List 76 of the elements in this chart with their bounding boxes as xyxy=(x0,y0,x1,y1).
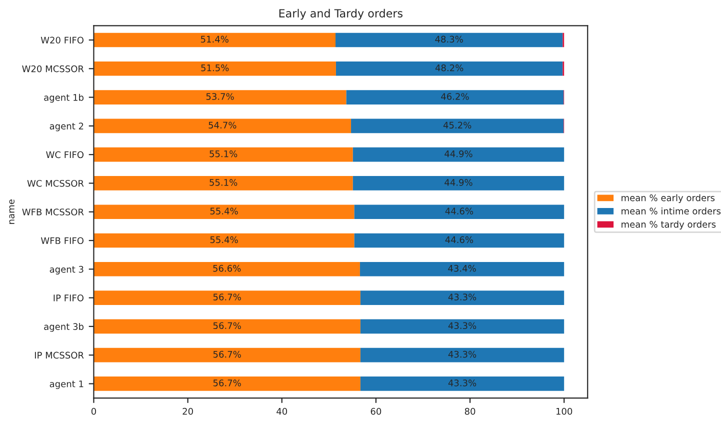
bar xyxy=(94,90,346,104)
data-label: 44.6% xyxy=(445,208,474,214)
data-label: 48.2% xyxy=(435,64,464,72)
data-label: 56.6% xyxy=(213,264,241,272)
bar xyxy=(360,376,564,391)
y-tick-label: agent 2 xyxy=(50,122,84,132)
y-tick-label: W20 MCSSOR xyxy=(22,65,84,72)
bar xyxy=(346,90,564,104)
data-label: 51.5% xyxy=(201,64,229,72)
bar xyxy=(94,61,336,76)
bar xyxy=(351,118,564,134)
legend-label: mean % early orders xyxy=(622,194,715,203)
data-label: 45.2% xyxy=(443,122,472,129)
x-tick-label: 20 xyxy=(182,408,193,415)
data-label: 44.6% xyxy=(445,236,474,244)
y-tick-label: agent 3 xyxy=(50,266,84,274)
bar xyxy=(360,290,564,305)
bar xyxy=(94,118,352,134)
data-label: 43.3% xyxy=(448,294,476,300)
bar xyxy=(94,176,353,190)
legend-label: mean % tardy orders xyxy=(622,220,716,230)
data-label: 51.4% xyxy=(200,36,228,43)
data-label: 53.7% xyxy=(206,93,234,100)
data-label: 55.4% xyxy=(210,236,238,244)
y-tick-label: agent 1 xyxy=(50,380,84,390)
data-label: 56.7% xyxy=(213,380,241,386)
bar xyxy=(94,376,360,391)
bar xyxy=(354,204,564,220)
bar xyxy=(352,176,564,190)
data-label: 43.4% xyxy=(448,264,476,272)
data-label: 43.3% xyxy=(448,322,476,330)
data-label: 44.9% xyxy=(444,150,472,158)
bar xyxy=(336,61,563,76)
bar xyxy=(94,233,354,248)
legend-label: mean % intime orders xyxy=(622,207,721,214)
bar xyxy=(360,348,564,362)
bar xyxy=(360,319,564,334)
y-tick-label: WFB FIFO xyxy=(40,237,84,244)
bar xyxy=(94,290,360,305)
bar xyxy=(352,147,564,162)
x-tick-label: 0 xyxy=(91,408,96,415)
y-tick-label: W20 FIFO xyxy=(40,36,84,44)
data-label: 43.3% xyxy=(448,380,476,386)
data-label: 56.7% xyxy=(213,322,241,330)
data-label: 44.9% xyxy=(444,179,472,186)
bar xyxy=(94,319,360,334)
bar xyxy=(94,204,354,220)
y-tick-label: IP MCSSOR xyxy=(34,352,84,359)
y-tick-label: agent 1b xyxy=(44,94,84,103)
x-tick-label: 40 xyxy=(276,408,288,415)
data-label: 56.7% xyxy=(213,294,241,300)
bar xyxy=(94,348,360,362)
data-label: 54.7% xyxy=(208,122,236,129)
y-tick-label: agent 3b xyxy=(44,323,84,332)
x-tick-label: 80 xyxy=(464,408,476,415)
y-tick-label: WC FIFO xyxy=(46,151,84,158)
data-label: 55.1% xyxy=(210,179,238,186)
y-tick-label: IP FIFO xyxy=(54,294,84,302)
bar xyxy=(94,262,360,276)
data-label: 56.7% xyxy=(213,350,241,358)
y-tick-label: WFB MCSSOR xyxy=(22,208,84,216)
bar xyxy=(94,147,353,162)
bar xyxy=(336,32,563,48)
bar xyxy=(354,233,564,248)
data-label: 55.1% xyxy=(210,150,238,158)
data-label: 46.2% xyxy=(441,93,469,100)
bar xyxy=(94,32,336,48)
data-label: 48.3% xyxy=(435,36,463,43)
chart-title: Early and Tardy orders xyxy=(279,8,402,20)
data-label: 55.4% xyxy=(210,208,238,214)
bar xyxy=(360,262,564,276)
data-label: 43.3% xyxy=(448,350,476,358)
y-tick-label: WC MCSSOR xyxy=(27,180,84,187)
x-tick-label: 60 xyxy=(370,408,382,415)
y-axis-title: name xyxy=(9,200,14,224)
x-tick-label: 100 xyxy=(556,408,572,415)
